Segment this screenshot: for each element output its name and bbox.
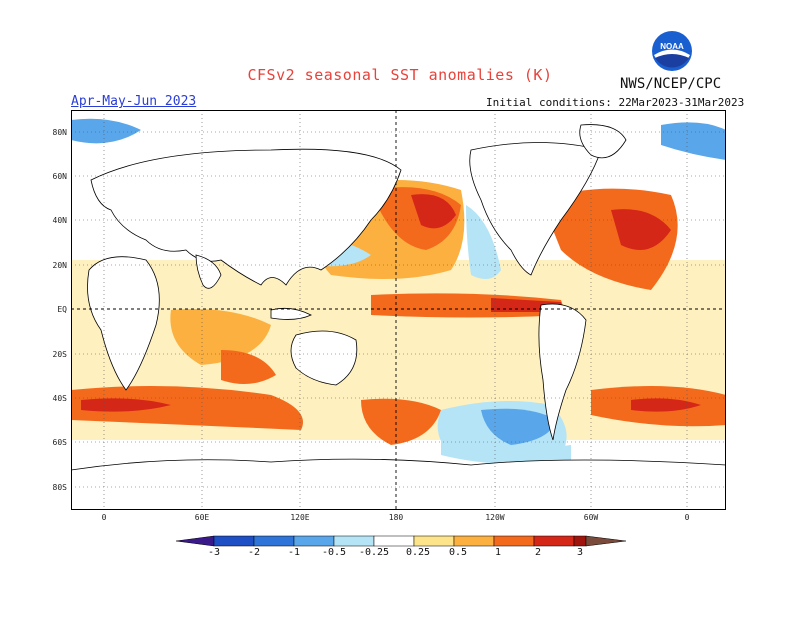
lon-label-120e: 120E [290, 513, 310, 522]
lat-label-40n: 40N [52, 216, 67, 225]
lat-label-80n: 80N [52, 128, 67, 137]
map-title: CFSv2 seasonal SST anomalies (K) [247, 66, 553, 84]
lat-label-40s: 40S [52, 394, 67, 403]
forecast-period: Apr-May-Jun 2023 [71, 94, 197, 109]
lat-label-20n: 20N [52, 261, 67, 270]
southern-ocean-warm-belt [71, 386, 303, 430]
colorbar-label-neg3: -3 [207, 547, 221, 558]
lon-label-180: 180 [388, 513, 404, 522]
initial-conditions: Initial conditions: 22Mar2023-31Mar2023 [486, 96, 745, 109]
svg-text:NOAA: NOAA [660, 42, 684, 51]
colorbar-label-1: 1 [494, 547, 502, 558]
colorbar-label-0-5: 0.5 [448, 547, 468, 558]
colorbar-label-neg2: -2 [247, 547, 261, 558]
colorbar-label-neg0-5: -0.5 [321, 547, 347, 558]
continent-outlines [71, 124, 726, 510]
noaa-logo-icon: NOAA [652, 31, 692, 71]
colorbar-label-0-25: 0.25 [405, 547, 431, 558]
colorbar-label-2: 2 [534, 547, 542, 558]
colorbar [176, 535, 626, 547]
lat-label-60s: 60S [52, 438, 67, 447]
gridlines [71, 110, 726, 510]
lat-label-60n: 60N [52, 172, 67, 181]
lat-label-80s: 80S [52, 483, 67, 492]
lon-label-60e: 60E [194, 513, 210, 522]
lon-label-0-east: 0 [684, 513, 690, 522]
lon-label-120w: 120W [485, 513, 505, 522]
agency-label: NWS/NCEP/CPC [620, 76, 722, 92]
colorbar-label-neg1: -1 [287, 547, 301, 558]
colorbar-label-3: 3 [576, 547, 584, 558]
lon-label-0: 0 [101, 513, 107, 522]
northeast-pacific-cool-anomaly [466, 205, 501, 279]
lat-label-20s: 20S [52, 350, 67, 359]
colorbar-label-neg0-25: -0.25 [358, 547, 390, 558]
lon-label-60w: 60W [583, 513, 599, 522]
lat-label-eq: EQ [57, 305, 67, 314]
sst-anomaly-map [71, 110, 726, 510]
